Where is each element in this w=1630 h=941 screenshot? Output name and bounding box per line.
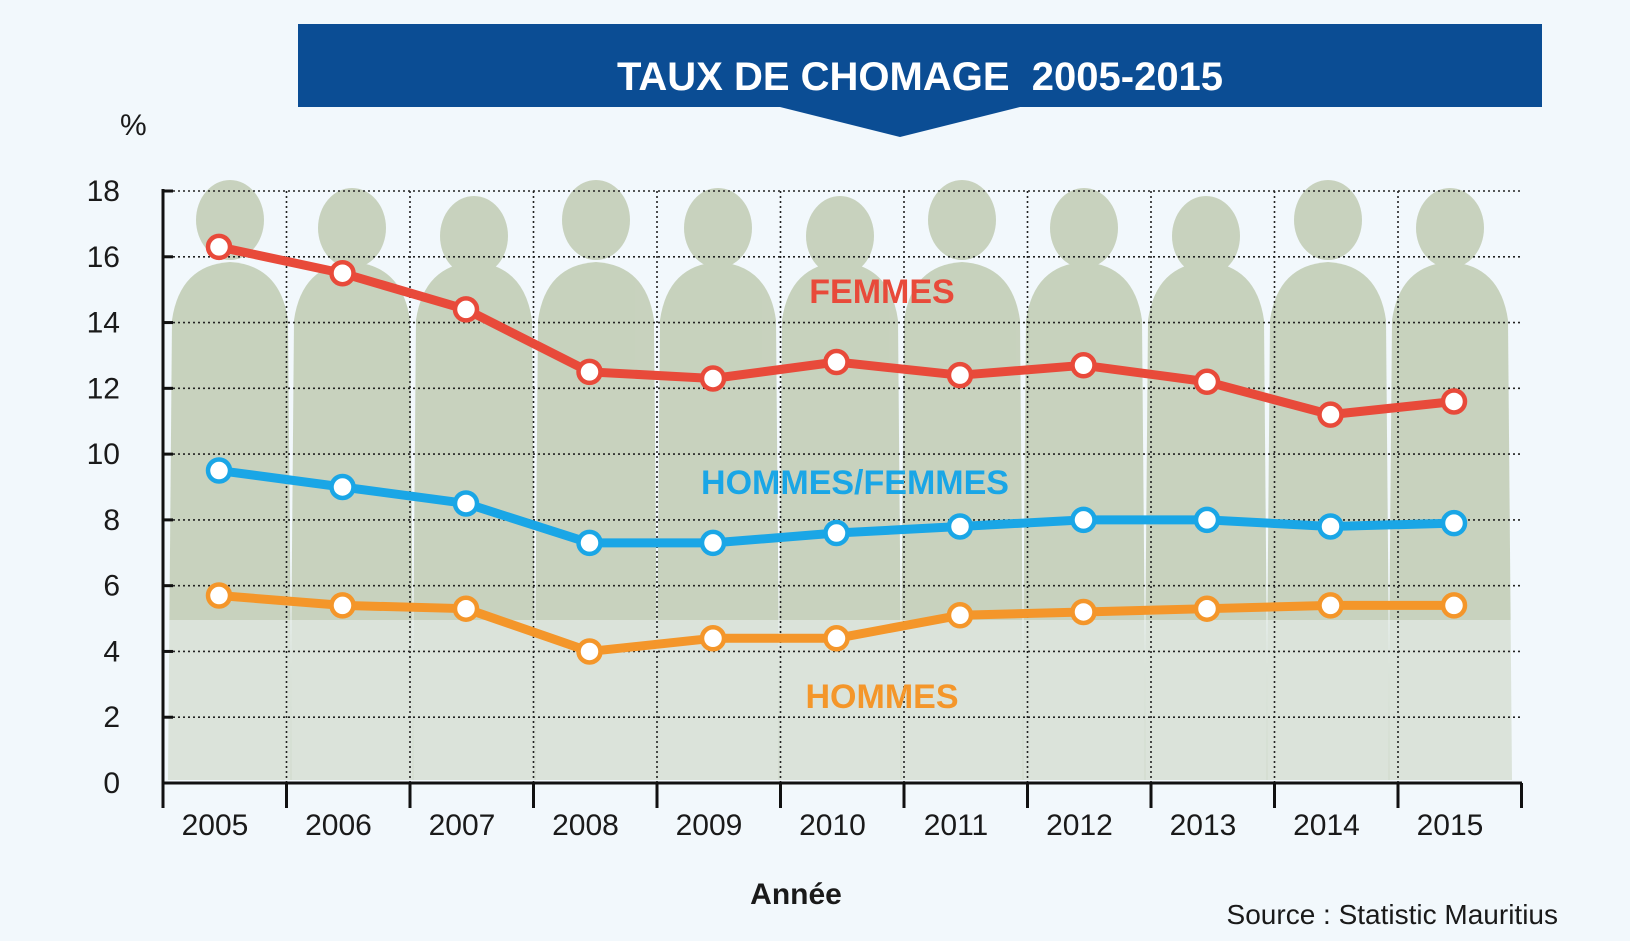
data-point-hommes — [1440, 592, 1468, 619]
data-point-femmes — [452, 296, 480, 323]
x-tick-label: 2013 — [1170, 809, 1237, 842]
y-tick-label: 8 — [103, 504, 120, 537]
y-tick-label: 6 — [103, 570, 120, 603]
y-tick-label: 10 — [87, 438, 120, 471]
data-point-hommes — [329, 592, 356, 619]
series-label-hommes: HOMMES — [806, 678, 959, 716]
x-tick-label: 2007 — [429, 809, 496, 842]
y-tick-label: 2 — [103, 701, 120, 734]
person-silhouette — [290, 188, 414, 780]
data-point-hommes-femmes — [946, 513, 974, 540]
x-axis-title: Année — [750, 878, 842, 911]
x-tick-label: 2010 — [799, 809, 866, 842]
data-point-hommes-femmes — [205, 457, 233, 484]
x-tick-labels: 2005 2006 2007 2008 2009 2010 2011 2012 2013 2014… — [182, 809, 1484, 842]
data-point-hommes-femmes — [699, 529, 727, 557]
background-fade — [150, 620, 1550, 790]
data-point-hommes-femmes — [1070, 506, 1097, 534]
data-point-femmes — [576, 358, 603, 386]
y-tick-label: 16 — [87, 241, 120, 274]
y-tick-label: 18 — [87, 175, 120, 208]
data-point-hommes-femmes — [576, 529, 603, 557]
y-tick-label: 14 — [87, 307, 120, 340]
x-tick-label: 2005 — [182, 809, 249, 842]
series-label-femmes: FEMMES — [809, 273, 954, 311]
y-tick-label: 4 — [103, 635, 120, 668]
person-silhouette — [412, 196, 536, 780]
data-point-femmes — [1440, 388, 1468, 415]
data-point-femmes — [1070, 352, 1097, 379]
x-tick-label: 2008 — [552, 809, 619, 842]
x-tick-label: 2006 — [305, 809, 372, 842]
data-point-hommes-femmes — [1193, 506, 1221, 534]
series-hommes — [205, 582, 1468, 665]
data-point-hommes — [205, 582, 233, 609]
data-point-hommes-femmes — [1440, 509, 1468, 537]
data-point-hommes — [1193, 595, 1221, 622]
data-point-femmes — [699, 365, 727, 392]
x-tick-label: 2009 — [676, 809, 743, 842]
data-point-hommes — [946, 602, 974, 629]
data-point-femmes — [1193, 368, 1221, 396]
title-banner — [298, 24, 1542, 137]
series-femmes — [205, 233, 1468, 428]
x-tick-label: 2012 — [1046, 809, 1113, 842]
series-label-hommes-femmes: HOMMES/FEMMES — [701, 464, 1009, 502]
y-tick-label: 12 — [87, 372, 120, 405]
data-point-hommes-femmes — [329, 473, 356, 501]
data-point-hommes-femmes — [1317, 513, 1344, 540]
data-point-hommes — [452, 595, 480, 622]
x-tick-label: 2011 — [924, 809, 989, 842]
data-point-femmes — [1317, 401, 1344, 428]
series-hommes-femmes — [205, 457, 1468, 557]
y-tick-label: 0 — [103, 767, 120, 800]
axes — [161, 189, 1523, 808]
data-point-hommes — [823, 625, 850, 652]
data-point-femmes — [205, 233, 233, 261]
data-point-hommes — [1317, 592, 1344, 619]
person-silhouette — [656, 188, 780, 780]
source-note: Source : Statistic Mauritius — [1227, 899, 1558, 930]
data-point-femmes — [823, 348, 850, 376]
data-point-hommes — [1070, 598, 1097, 626]
grid-lines — [163, 190, 1520, 783]
y-axis-unit: % — [120, 109, 147, 142]
data-point-femmes — [946, 361, 974, 389]
series-layer — [205, 233, 1468, 665]
data-point-hommes-femmes — [823, 519, 850, 547]
data-point-hommes-femmes — [452, 490, 480, 517]
chart-title: TAUX DE CHOMAGE 2005-2015 — [617, 55, 1223, 99]
data-point-hommes — [699, 625, 727, 652]
data-point-femmes — [329, 259, 356, 287]
x-tick-label: 2014 — [1293, 809, 1360, 842]
y-tick-labels: 0 2 4 6 8 10 12 14 16 18 — [87, 175, 120, 800]
x-tick-label: 2015 — [1417, 809, 1484, 842]
data-point-hommes — [576, 638, 603, 665]
